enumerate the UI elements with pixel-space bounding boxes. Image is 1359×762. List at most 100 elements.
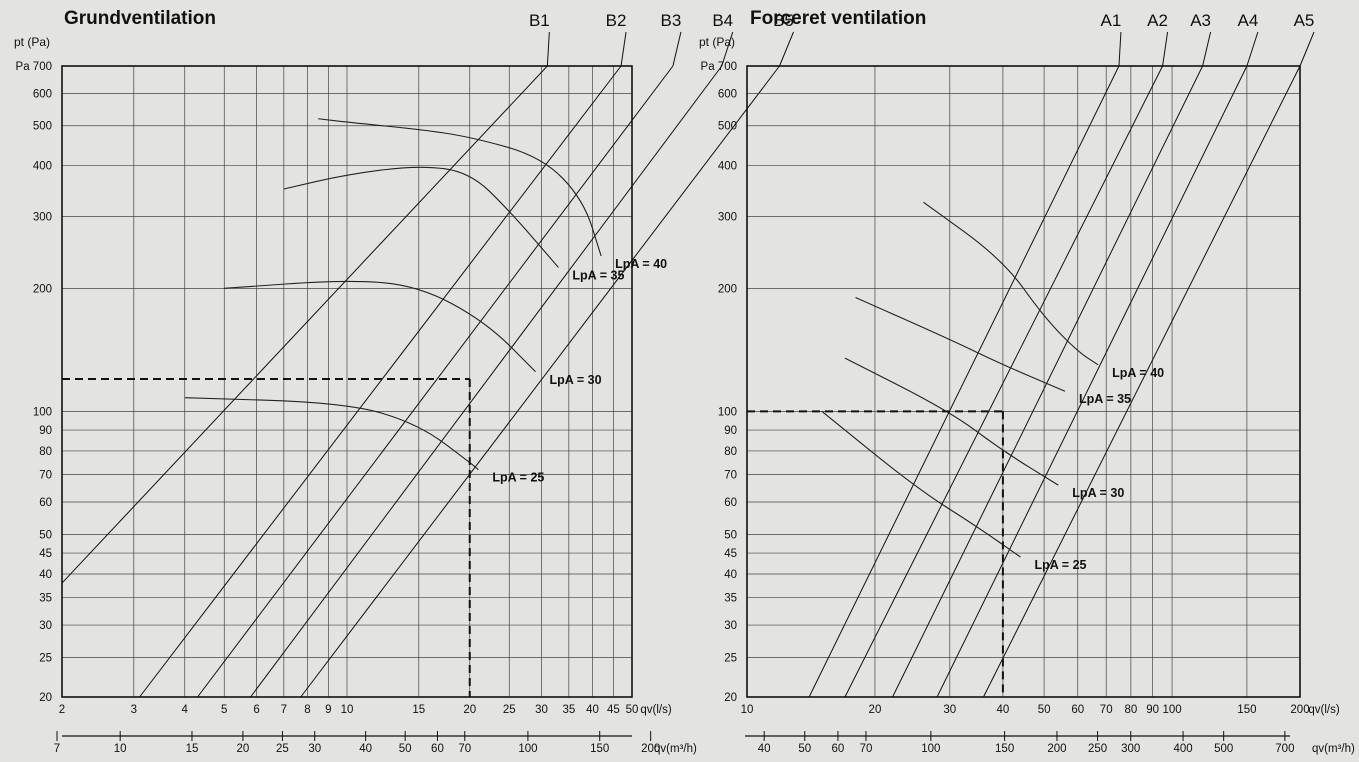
chart2-xtick-label-m3h: 100 bbox=[921, 743, 940, 755]
chart1-xtick-label-ls: 4 bbox=[182, 704, 189, 716]
chart2-ytick-label: 600 bbox=[718, 88, 737, 100]
chart1-ytick-label: 60 bbox=[39, 497, 52, 509]
chart1-sound-curve-35 bbox=[283, 166, 559, 268]
chart1-xtick-label-ls: 5 bbox=[221, 704, 227, 716]
chart2-xtick-label-ls: 150 bbox=[1237, 704, 1256, 716]
chart1-ytick-label: 500 bbox=[33, 121, 52, 133]
chart1-xtick-label-m3h: 100 bbox=[518, 743, 537, 755]
chart2-sound-curve-label: LpA = 30 bbox=[1072, 486, 1124, 500]
chart2-xtick-label-m3h: 40 bbox=[758, 743, 771, 755]
chart1-xtick-label-ls: 10 bbox=[341, 704, 354, 716]
chart1-system-curve-b4 bbox=[250, 65, 723, 698]
chart2-system-curve-leader bbox=[1299, 31, 1315, 67]
chart2-ytick-label: 25 bbox=[724, 652, 737, 664]
chart2-ytick-label: 90 bbox=[724, 425, 737, 437]
chart2-ytick-label: 500 bbox=[718, 121, 737, 133]
chart1-sound-curve-40 bbox=[318, 118, 602, 257]
chart1-title: Grundventilation bbox=[64, 8, 216, 29]
chart1-xtick-label-m3h: 10 bbox=[114, 743, 127, 755]
chart1-ytick-label: 300 bbox=[33, 211, 52, 223]
chart2-xtick-label-m3h: 250 bbox=[1088, 743, 1107, 755]
chart2-ytick-label: 45 bbox=[724, 548, 737, 560]
chart1-system-curve-b2 bbox=[139, 65, 622, 698]
chart2-xtick-label-m3h: 400 bbox=[1173, 743, 1192, 755]
chart2-xtick-label-ls: 20 bbox=[869, 704, 882, 716]
chart2-xtick-label-m3h: 500 bbox=[1214, 743, 1233, 755]
chart1-system-curve-leader bbox=[546, 31, 550, 67]
chart1-xtick-label-ls: 15 bbox=[412, 704, 425, 716]
chart2-xtick-label-ls: 70 bbox=[1100, 704, 1113, 716]
chart1-sound-curve-label: LpA = 35 bbox=[572, 268, 624, 282]
chart1-xtick-label-ls: 20 bbox=[463, 704, 476, 716]
chart2-system-curve-label: A3 bbox=[1190, 11, 1211, 30]
chart2-xtick-label-m3h: 70 bbox=[860, 743, 873, 755]
chart1-xtick-label-m3h: 7 bbox=[54, 743, 60, 755]
chart2-xtick-label-m3h: 150 bbox=[995, 743, 1014, 755]
chart1-xtick-label-m3h: 200 bbox=[641, 743, 660, 755]
chart2-ytick-label: 20 bbox=[724, 692, 737, 704]
chart1-ytick-label: Pa 700 bbox=[16, 61, 52, 73]
chart2-xtick-label-ls: 100 bbox=[1162, 704, 1181, 716]
chart2-xtick-label-m3h: 60 bbox=[832, 743, 845, 755]
chart1-system-curve-label: B2 bbox=[606, 11, 627, 30]
chart1-system-curve-b5 bbox=[300, 65, 780, 698]
chart1-xtick-label-m3h: 50 bbox=[399, 743, 412, 755]
chart1-sound-curve-label: LpA = 25 bbox=[492, 471, 544, 485]
chart1-xtick-label-ls: 8 bbox=[304, 704, 310, 716]
chart2-ytick-label: 70 bbox=[724, 470, 737, 482]
chart1-xtick-label-ls: 30 bbox=[535, 704, 548, 716]
chart1-system-curve-b3 bbox=[197, 65, 674, 698]
chart2-sound-curve-label: LpA = 40 bbox=[1112, 366, 1164, 380]
chart2-system-curve-label: A1 bbox=[1101, 11, 1122, 30]
chart2-system-curve-leader bbox=[1118, 31, 1122, 67]
chart1-system-curve-label: B5 bbox=[773, 11, 794, 30]
chart2-ytick-label: 400 bbox=[718, 160, 737, 172]
chart1-system-curve-b1 bbox=[61, 65, 548, 584]
chart2-system-curve-leader bbox=[1202, 31, 1212, 67]
chart2-sound-curve-30 bbox=[844, 357, 1059, 486]
chart2-ytick-label: 300 bbox=[718, 211, 737, 223]
chart2-system-curve-label: A5 bbox=[1294, 11, 1315, 30]
chart2-ytick-label: 60 bbox=[724, 497, 737, 509]
chart2-system-curve-a3 bbox=[892, 65, 1204, 698]
chart2-xtick-label-m3h: 300 bbox=[1121, 743, 1140, 755]
chart1-sound-curve-label: LpA = 40 bbox=[615, 257, 667, 271]
chart1-system-curve-leader bbox=[620, 31, 627, 67]
chart2-ytick-label: 40 bbox=[724, 569, 737, 581]
chart1-system-curve-label: B4 bbox=[712, 11, 733, 30]
chart1-xtick-label-ls: 50 bbox=[626, 704, 639, 716]
chart1-xtick-label-m3h: 40 bbox=[359, 743, 372, 755]
chart1-system-curve-label: B3 bbox=[661, 11, 682, 30]
chart2-system-curve-a1 bbox=[808, 65, 1120, 698]
chart2-system-curve-a5 bbox=[983, 65, 1301, 698]
chart1-ytick-label: 90 bbox=[39, 425, 52, 437]
chart2-xtick-label-ls: 50 bbox=[1038, 704, 1051, 716]
chart2-ytick-label: 35 bbox=[724, 593, 737, 605]
chart1-xtick-label-m3h: 25 bbox=[276, 743, 289, 755]
chart1-ytick-label: 20 bbox=[39, 692, 52, 704]
chart2-xtick-label-ls: 80 bbox=[1124, 704, 1137, 716]
chart2-sound-curve-label: LpA = 25 bbox=[1034, 558, 1086, 572]
chart2-xtick-label-ls: 30 bbox=[943, 704, 956, 716]
chart2-xtick-label-ls: 200 bbox=[1290, 704, 1309, 716]
chart1-xtick-label-ls: 2 bbox=[59, 704, 65, 716]
chart1-xtick-label-ls: 3 bbox=[131, 704, 137, 716]
chart1-xtick-label-ls: 45 bbox=[607, 704, 620, 716]
chart1-ytick-label: 40 bbox=[39, 569, 52, 581]
chart2-xtick-label-m3h: 700 bbox=[1275, 743, 1294, 755]
chart2-system-curve-label: A2 bbox=[1147, 11, 1168, 30]
chart1-x-axis-label-ls: qv(l/s) bbox=[640, 704, 671, 716]
chart1-ytick-label: 30 bbox=[39, 620, 52, 632]
chart2-xtick-label-m3h: 50 bbox=[798, 743, 811, 755]
chart2-system-curve-label: A4 bbox=[1237, 11, 1258, 30]
chart2-x-axis-label-ls: qv(l/s) bbox=[1308, 704, 1339, 716]
chart1-ytick-label: 45 bbox=[39, 548, 52, 560]
chart1-xtick-label-m3h: 150 bbox=[590, 743, 609, 755]
chart1-system-curve-leader bbox=[672, 31, 682, 67]
chart1-system-curve-leader bbox=[779, 31, 794, 67]
chart1-xtick-label-m3h: 70 bbox=[458, 743, 471, 755]
chart2-xtick-label-ls: 90 bbox=[1146, 704, 1159, 716]
chart2-plot-frame bbox=[746, 65, 1301, 698]
chart1-ytick-label: 600 bbox=[33, 88, 52, 100]
